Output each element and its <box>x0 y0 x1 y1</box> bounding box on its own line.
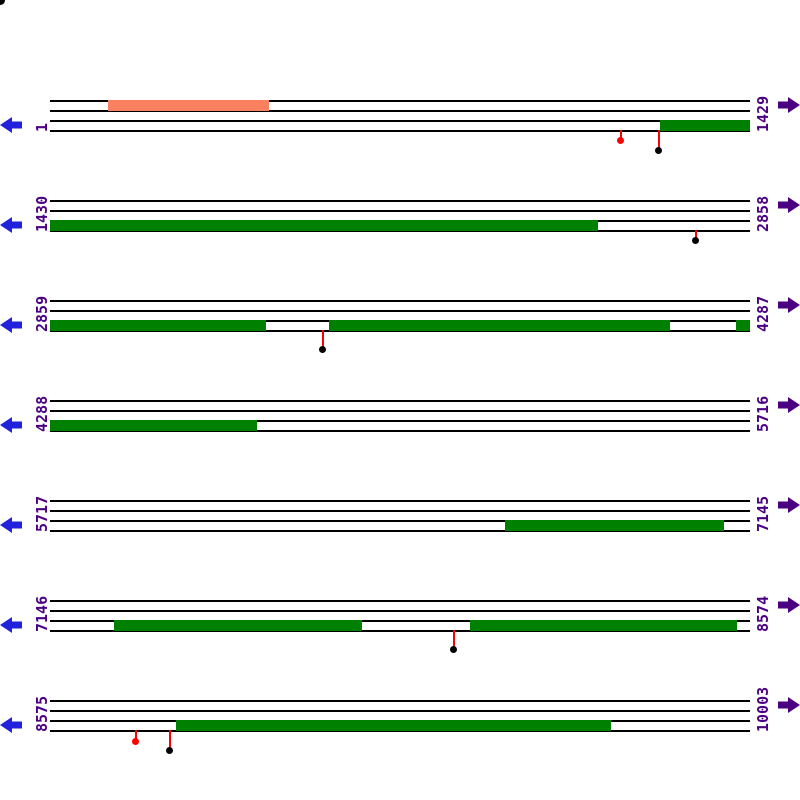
segment-start-label: 4288 <box>33 395 51 432</box>
strand-line <box>50 400 750 402</box>
marker-stem <box>135 730 137 741</box>
strand-line <box>50 620 750 622</box>
marker-dot-red <box>132 737 139 745</box>
strand-line <box>50 120 750 122</box>
feature-bar-green <box>176 720 611 731</box>
feature-bar-green <box>660 120 750 131</box>
segment-row-4: 4288 5716 <box>0 395 800 465</box>
segment-start-label: 1 <box>33 122 51 132</box>
marker-dot-black <box>655 146 662 154</box>
arrow-right-icon <box>778 597 800 613</box>
segment-row-5: 5717 7145 <box>0 495 800 565</box>
marker-dot-black <box>166 746 173 754</box>
feature-bar-green <box>50 320 266 331</box>
strand-line <box>50 600 750 602</box>
marker-dot-black <box>450 645 457 653</box>
arrow-right-icon <box>778 97 800 113</box>
strand-line <box>50 130 750 132</box>
strand-line <box>50 700 750 702</box>
segment-row-1: 1 1429 <box>0 95 800 165</box>
strand-line <box>50 710 750 712</box>
feature-bar-green <box>329 320 670 331</box>
strand-line <box>50 410 750 412</box>
arrow-left-icon <box>0 317 22 333</box>
segment-end-label: 7145 <box>754 495 772 532</box>
segment-row-7: 8575 10003 <box>0 687 800 765</box>
marker-dot-black <box>692 236 699 244</box>
strand-line <box>50 300 750 302</box>
arrow-right-icon <box>778 397 800 413</box>
arrow-left-icon <box>0 217 22 233</box>
strand-line <box>50 500 750 502</box>
segment-end-label: 5716 <box>754 395 772 432</box>
segment-end-label: 1429 <box>754 95 772 132</box>
strand-line <box>50 110 750 112</box>
segment-end-label: 2858 <box>754 195 772 232</box>
segment-row-6: 7146 8574 <box>0 595 800 665</box>
feature-bar-green <box>470 620 737 631</box>
strand-line <box>50 210 750 212</box>
segment-end-label: 10003 <box>754 686 772 732</box>
corner-mark <box>0 0 5 5</box>
strand-line <box>50 520 750 522</box>
feature-bar-green <box>50 420 257 431</box>
strand-line <box>50 100 750 102</box>
arrow-right-icon <box>778 197 800 213</box>
strand-line <box>50 200 750 202</box>
segment-end-label: 4287 <box>754 295 772 332</box>
marker-dot-black <box>319 345 326 353</box>
marker-dot-red <box>617 136 624 144</box>
arrow-right-icon <box>778 697 800 713</box>
marker-stem <box>322 330 324 349</box>
arrow-left-icon <box>0 117 22 133</box>
feature-bar-green <box>114 620 362 631</box>
arrow-right-icon <box>778 297 800 313</box>
strand-line <box>50 510 750 512</box>
strand-line <box>50 530 750 532</box>
strand-line <box>50 310 750 312</box>
strand-line <box>50 610 750 612</box>
arrow-left-icon <box>0 417 22 433</box>
segment-row-2: 1430 2858 <box>0 195 800 265</box>
feature-bar-green <box>736 320 750 331</box>
segment-start-label: 7146 <box>33 595 51 632</box>
segment-start-label: 1430 <box>33 195 51 232</box>
arrow-left-icon <box>0 517 22 533</box>
segment-start-label: 2859 <box>33 295 51 332</box>
segment-start-label: 8575 <box>33 695 51 732</box>
marker-stem <box>658 130 660 150</box>
feature-bar-green <box>505 520 724 531</box>
strand-line <box>50 630 750 632</box>
marker-stem <box>695 230 697 240</box>
segment-start-label: 5717 <box>33 495 51 532</box>
arrow-right-icon <box>778 497 800 513</box>
segment-row-3: 2859 4287 <box>0 295 800 365</box>
feature-bar-orange <box>108 100 269 111</box>
strand-line <box>50 420 750 422</box>
marker-stem <box>620 130 622 140</box>
feature-bar-green <box>50 220 598 231</box>
arrow-left-icon <box>0 617 22 633</box>
arrow-left-icon <box>0 717 22 733</box>
marker-stem <box>169 730 171 750</box>
marker-stem <box>453 630 455 649</box>
strand-line <box>50 430 750 432</box>
segment-end-label: 8574 <box>754 595 772 632</box>
